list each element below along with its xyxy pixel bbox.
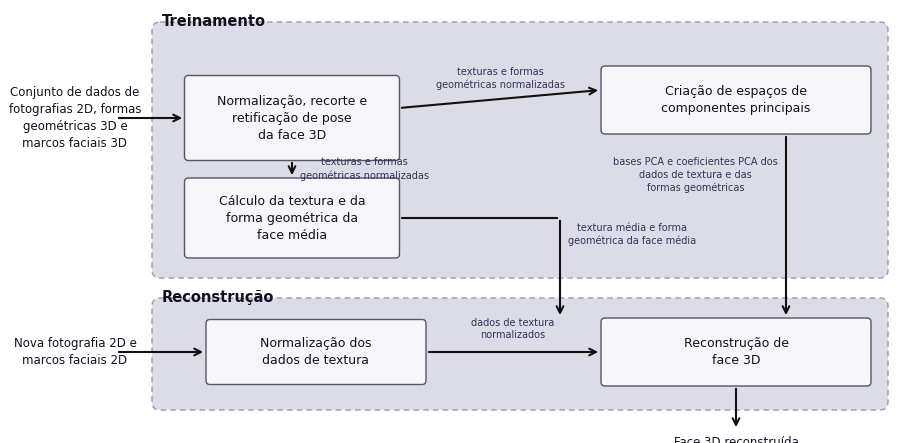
Text: Normalização dos
dados de textura: Normalização dos dados de textura (260, 337, 372, 367)
FancyBboxPatch shape (601, 66, 871, 134)
Text: Reconstrução: Reconstrução (162, 290, 275, 305)
Text: texturas e formas
geométricas normalizadas: texturas e formas geométricas normalizad… (300, 157, 429, 181)
Text: Nova fotografia 2D e
marcos faciais 2D: Nova fotografia 2D e marcos faciais 2D (14, 337, 136, 367)
FancyBboxPatch shape (206, 319, 426, 385)
Text: texturas e formas
geométricas normalizadas: texturas e formas geométricas normalizad… (435, 67, 565, 90)
FancyBboxPatch shape (601, 318, 871, 386)
FancyBboxPatch shape (185, 75, 399, 160)
Text: textura média e forma
geométrica da face média: textura média e forma geométrica da face… (568, 223, 696, 246)
Text: dados de textura
normalizados: dados de textura normalizados (471, 318, 555, 340)
Text: Reconstrução de
face 3D: Reconstrução de face 3D (684, 337, 788, 367)
Text: Face 3D reconstruída: Face 3D reconstruída (674, 436, 798, 443)
Text: Conjunto de dados de
fotografias 2D, formas
geométricas 3D e
marcos faciais 3D: Conjunto de dados de fotografias 2D, for… (9, 86, 141, 150)
FancyBboxPatch shape (152, 298, 888, 410)
FancyBboxPatch shape (185, 178, 399, 258)
Text: Cálculo da textura e da
forma geométrica da
face média: Cálculo da textura e da forma geométrica… (219, 194, 365, 241)
Text: Normalização, recorte e
retificação de pose
da face 3D: Normalização, recorte e retificação de p… (217, 94, 367, 141)
Text: Treinamento: Treinamento (162, 14, 266, 29)
Text: bases PCA e coeficientes PCA dos
dados de textura e das
formas geométricas: bases PCA e coeficientes PCA dos dados d… (614, 157, 778, 193)
FancyBboxPatch shape (152, 22, 888, 278)
Text: Criação de espaços de
componentes principais: Criação de espaços de componentes princi… (661, 85, 811, 115)
